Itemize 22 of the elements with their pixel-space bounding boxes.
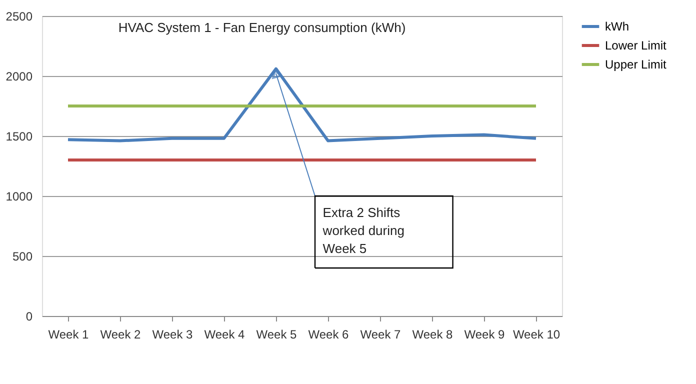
legend-label: Lower Limit <box>605 38 668 52</box>
x-tick-label: Week 1 <box>48 328 90 342</box>
x-tick-label: Week 7 <box>360 328 402 342</box>
y-tick-label: 2500 <box>6 10 33 24</box>
x-tick-label: Week 5 <box>256 328 298 342</box>
chart-title: HVAC System 1 - Fan Energy consumption (kWh) <box>118 20 406 35</box>
legend-label: Upper Limit <box>605 58 668 72</box>
x-tick-label: Week 10 <box>512 328 560 342</box>
y-tick-label: 1000 <box>6 190 33 204</box>
y-tick-label: 500 <box>12 250 33 264</box>
x-tick-label: Week 9 <box>464 328 506 342</box>
line-series <box>66 67 538 142</box>
x-tick-label: Week 3 <box>152 328 194 342</box>
x-tick-label: Week 2 <box>100 328 142 342</box>
y-tick-label: 0 <box>26 310 33 324</box>
x-tick-label: Week 6 <box>308 328 350 342</box>
annotation: Extra 2 Shifts worked during Week 5 <box>322 204 404 256</box>
legend-label: kWh <box>605 20 629 34</box>
x-tick-label: Week 4 <box>204 328 246 342</box>
y-tick-label: 2000 <box>6 70 33 84</box>
y-tick-label: 1500 <box>6 130 33 144</box>
x-tick-label: Week 8 <box>412 328 454 342</box>
